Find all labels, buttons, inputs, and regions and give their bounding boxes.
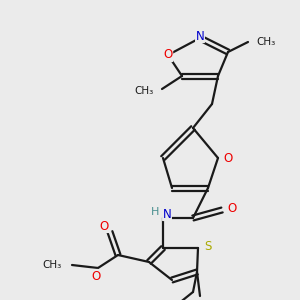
Text: N: N — [196, 29, 204, 43]
Text: N: N — [163, 208, 171, 220]
Text: CH₃: CH₃ — [256, 37, 275, 47]
Text: O: O — [164, 49, 172, 62]
Text: O: O — [224, 152, 232, 164]
Text: CH₃: CH₃ — [135, 86, 154, 96]
Text: H: H — [151, 207, 159, 217]
Text: S: S — [204, 241, 212, 254]
Text: O: O — [92, 269, 100, 283]
Text: O: O — [99, 220, 109, 232]
Text: O: O — [227, 202, 237, 214]
Text: CH₃: CH₃ — [43, 260, 62, 270]
